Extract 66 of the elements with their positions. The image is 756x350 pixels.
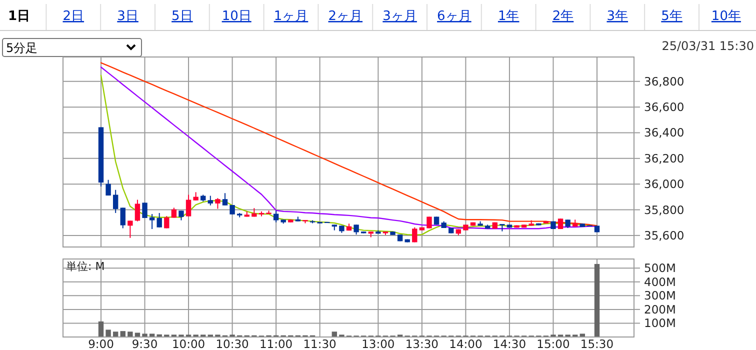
text: 10日: [222, 9, 252, 24]
candlestick: [149, 214, 155, 230]
candlestick: [142, 202, 148, 218]
text: 1年: [498, 9, 520, 24]
text: 3日: [117, 9, 138, 24]
candlestick: [106, 179, 111, 196]
candlestick: [354, 224, 359, 236]
bar: [128, 332, 133, 337]
y-tick-label: 36,600: [644, 100, 684, 114]
text: 2日: [62, 9, 84, 24]
candlestick: [120, 207, 126, 229]
bar: [594, 264, 600, 337]
y-tick-label: 35,800: [644, 202, 684, 217]
y-tick-label: 500M: [644, 261, 676, 276]
x-tick-label: 10:00: [172, 337, 206, 350]
bar: [106, 330, 111, 337]
text: 3ヶ月: [382, 9, 417, 24]
y-tick-label: 300M: [644, 288, 676, 303]
candlestick: [178, 210, 184, 221]
text: 5年: [661, 9, 682, 24]
text: 5分足: [6, 41, 38, 55]
text: 1ヶ月: [274, 9, 308, 24]
candlestick: [128, 220, 133, 238]
candlestick: [273, 210, 279, 223]
y-axis-title: 単位: M: [66, 260, 105, 273]
candlestick: [164, 216, 170, 229]
candlestick: [215, 198, 220, 210]
candlestick: [412, 226, 418, 243]
bar: [98, 321, 104, 337]
candlestick: [208, 195, 214, 206]
y-tick-label: 200M: [644, 302, 676, 316]
candlestick: [186, 194, 192, 217]
text: 25/03/31 15:30: [662, 39, 754, 53]
y-tick-label: 36,400: [644, 126, 684, 140]
candlestick: [134, 199, 140, 222]
x-tick-label: 11:00: [259, 337, 293, 350]
x-tick-label: 14:00: [449, 337, 482, 350]
x-tick-label: 15:30: [580, 337, 614, 350]
x-tick-label: 9:00: [88, 337, 114, 350]
y-tick-label: 35,600: [644, 228, 684, 242]
text: 6ヶ月: [437, 9, 472, 24]
bar: [142, 334, 148, 337]
x-tick-label: 9:30: [132, 337, 158, 350]
x-tick-label: 14:30: [492, 337, 526, 350]
text: 10年: [711, 9, 741, 24]
candlestick: [156, 212, 162, 228]
x-tick-label: 13:30: [405, 337, 439, 350]
text: 2ヶ月: [328, 9, 363, 24]
y-tick-label: 100M: [644, 316, 676, 330]
candlestick: [230, 204, 235, 215]
candlestick: [426, 216, 432, 229]
text: 3年: [606, 9, 628, 24]
y-tick-label: 36,200: [644, 151, 684, 166]
y-tick-label: 400M: [644, 274, 676, 289]
candlestick: [222, 192, 228, 206]
x-tick-label: 13:00: [362, 337, 395, 350]
y-tick-label: 36,800: [644, 74, 684, 88]
y-tick-label: 36,000: [644, 177, 684, 192]
x-tick-label: 15:00: [536, 337, 570, 350]
text: 1日: [8, 9, 30, 24]
bar: [134, 332, 140, 337]
x-tick-label: 11:30: [303, 337, 336, 350]
text: 5日: [172, 9, 193, 24]
candlestick: [112, 189, 118, 214]
text: 2年: [552, 9, 574, 24]
x-tick-label: 10:30: [216, 337, 249, 350]
